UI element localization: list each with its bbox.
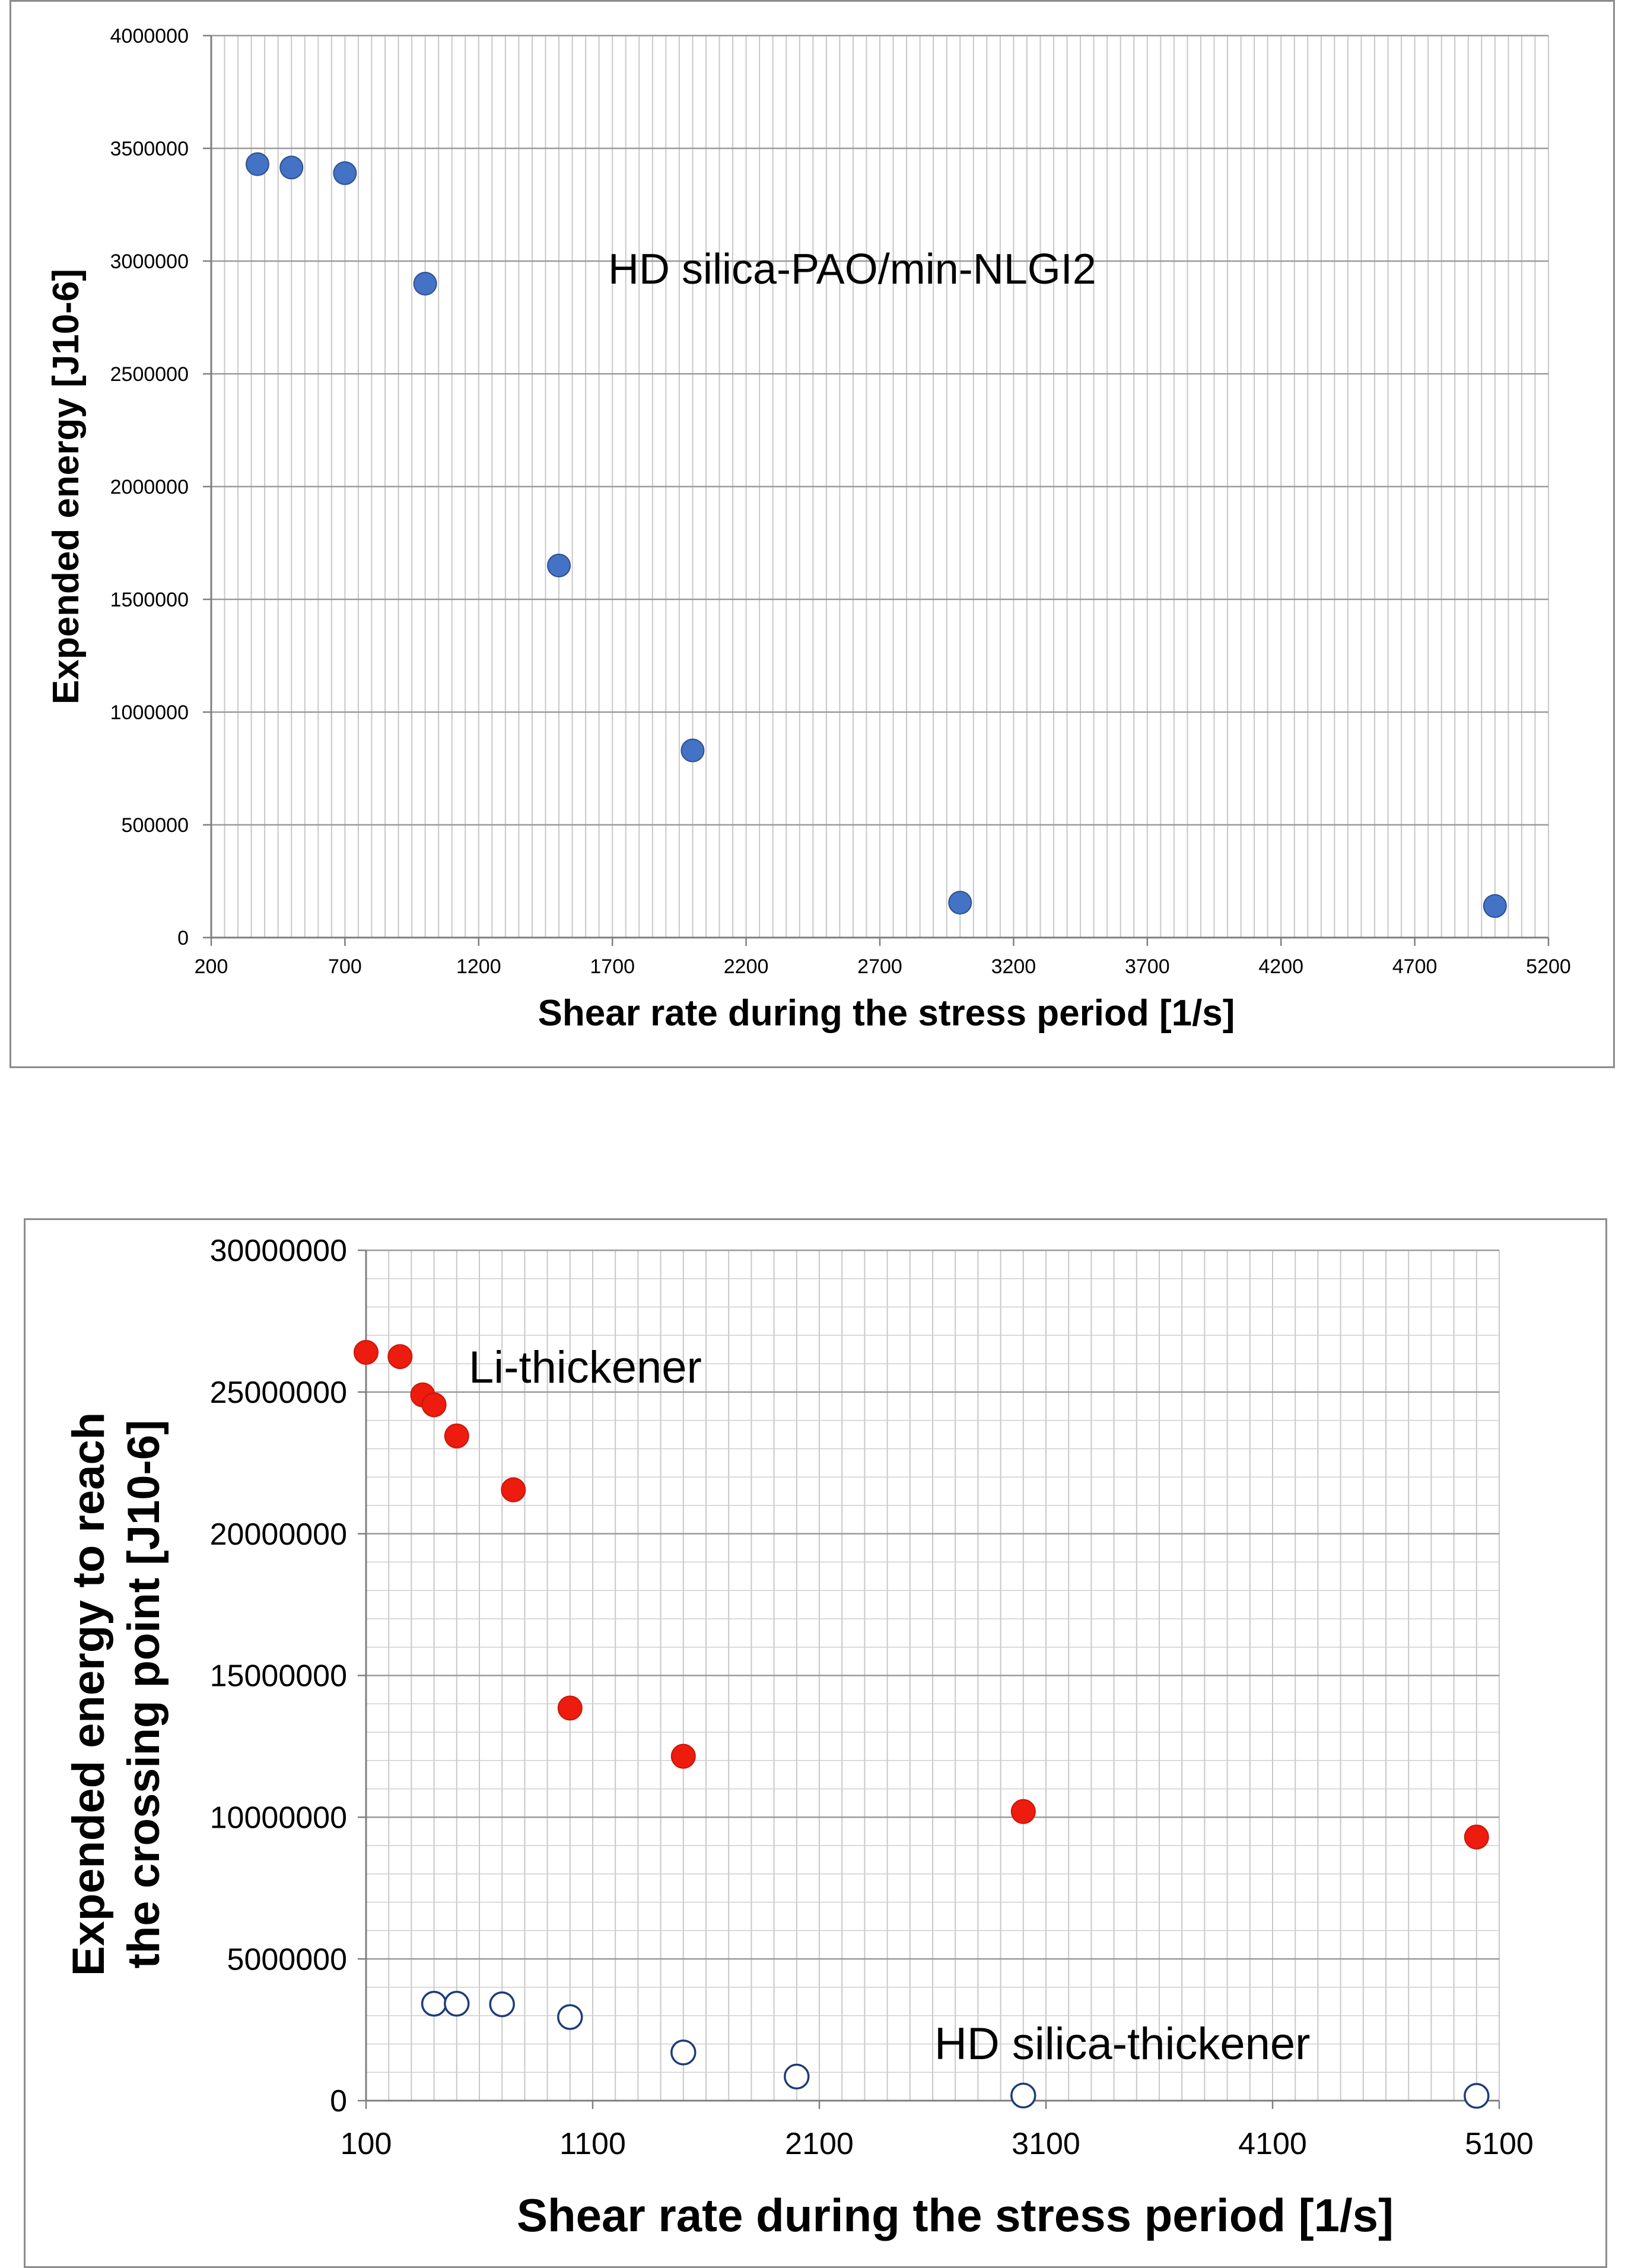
chart2-point-li-thickener (354, 1339, 379, 1365)
chart1-point-hd-silica-pao-min-nlgi2 (333, 161, 357, 185)
chart1-x-tick-label: 2700 (857, 955, 902, 978)
chart1-y-tick-label: 4000000 (110, 25, 189, 47)
chart1-point-hd-silica-pao-min-nlgi2 (279, 155, 304, 180)
chart2-point-hd-silica-thickener (784, 2063, 810, 2090)
chart2-y-tick-label: 20000000 (210, 1517, 347, 1552)
chart1-x-tick-label: 5200 (1526, 955, 1571, 978)
chart1-x-axis-title: Shear rate during the stress period [1/s… (538, 993, 1235, 1034)
chart2-point-hd-silica-thickener (421, 1990, 447, 2017)
chart1-y-tick-label: 1000000 (110, 701, 189, 724)
chart2-y-axis-title-line1: Expended energy to reach (63, 1412, 114, 1976)
chart1-y-axis-title: Expended energy [J10-6] (46, 269, 87, 704)
chart-panel-bottom (24, 1218, 1607, 2268)
chart2-point-hd-silica-thickener (1464, 2083, 1490, 2109)
chart2-point-li-thickener (1464, 1824, 1489, 1850)
chart1-x-tick-label: 4200 (1258, 955, 1303, 978)
chart2-point-li-thickener (501, 1477, 526, 1503)
chart2-point-hd-silica-thickener (670, 2040, 697, 2066)
chart1-point-hd-silica-pao-min-nlgi2 (413, 272, 437, 296)
chart2-point-hd-silica-thickener (444, 1990, 470, 2017)
chart1-y-tick-label: 0 (177, 927, 189, 949)
chart2-point-hd-silica-thickener (489, 1991, 515, 2018)
chart2-point-li-thickener (387, 1344, 413, 1370)
chart2-y-tick-label: 10000000 (210, 1801, 347, 1835)
chart2-point-hd-silica-thickener (1010, 2082, 1036, 2109)
chart2-x-tick-label: 3100 (1012, 2127, 1080, 2161)
chart1-annotation-label: HD silica-PAO/min-NLGI2 (608, 246, 1096, 293)
chart1-y-tick-label: 2000000 (110, 476, 189, 498)
chart1-x-tick-label: 700 (328, 955, 362, 978)
chart2-x-tick-label: 2100 (785, 2127, 854, 2161)
chart2-point-li-thickener (444, 1423, 469, 1449)
chart1-y-tick-label: 2500000 (110, 363, 189, 386)
chart1-point-hd-silica-pao-min-nlgi2 (245, 152, 269, 176)
chart2-y-tick-label: 15000000 (210, 1659, 347, 1694)
chart2-y-tick-label: 30000000 (210, 1234, 347, 1268)
chart2-x-tick-label: 5100 (1465, 2127, 1534, 2161)
chart1-point-hd-silica-pao-min-nlgi2 (1483, 894, 1507, 918)
chart1-x-tick-label: 1700 (590, 955, 635, 978)
chart1-y-tick-label: 500000 (122, 814, 189, 837)
chart1-x-tick-label: 2200 (724, 955, 769, 978)
chart2-annotation-hd-silica: HD silica-thickener (934, 2019, 1311, 2069)
chart1-y-tick-label: 1500000 (110, 589, 189, 611)
chart2-x-axis-title: Shear rate during the stress period [1/s… (517, 2189, 1394, 2241)
chart2-x-tick-label: 4100 (1238, 2127, 1307, 2161)
chart1-x-tick-label: 4700 (1392, 955, 1438, 978)
chart1-point-hd-silica-pao-min-nlgi2 (680, 738, 705, 763)
chart1-x-tick-label: 200 (195, 955, 228, 978)
chart1-y-tick-label: 3000000 (110, 250, 189, 273)
chart1-x-tick-label: 1200 (456, 955, 501, 978)
chart1-y-tick-label: 3500000 (110, 138, 189, 160)
chart2-y-axis-title-line2: the crossing point [J10-6] (119, 1420, 169, 1969)
chart2-y-tick-label: 25000000 (210, 1376, 347, 1410)
chart2-y-tick-label: 5000000 (227, 1942, 347, 1977)
chart2-point-li-thickener (421, 1392, 447, 1418)
chart1-point-hd-silica-pao-min-nlgi2 (948, 891, 972, 915)
chart2-y-tick-label: 0 (330, 2084, 347, 2118)
chart2-x-tick-label: 1100 (559, 2127, 626, 2161)
chart1-x-tick-label: 3200 (991, 955, 1036, 978)
chart2-point-li-thickener (670, 1743, 696, 1769)
chart1-point-hd-silica-pao-min-nlgi2 (547, 554, 571, 577)
chart2-point-hd-silica-thickener (557, 2004, 583, 2030)
chart2-point-li-thickener (557, 1695, 583, 1721)
chart1-x-tick-label: 3700 (1125, 955, 1170, 978)
chart2-x-tick-label: 100 (341, 2127, 392, 2161)
chart2-point-li-thickener (1010, 1799, 1036, 1824)
chart2-annotation-li-thickener: Li-thickener (469, 1342, 702, 1393)
